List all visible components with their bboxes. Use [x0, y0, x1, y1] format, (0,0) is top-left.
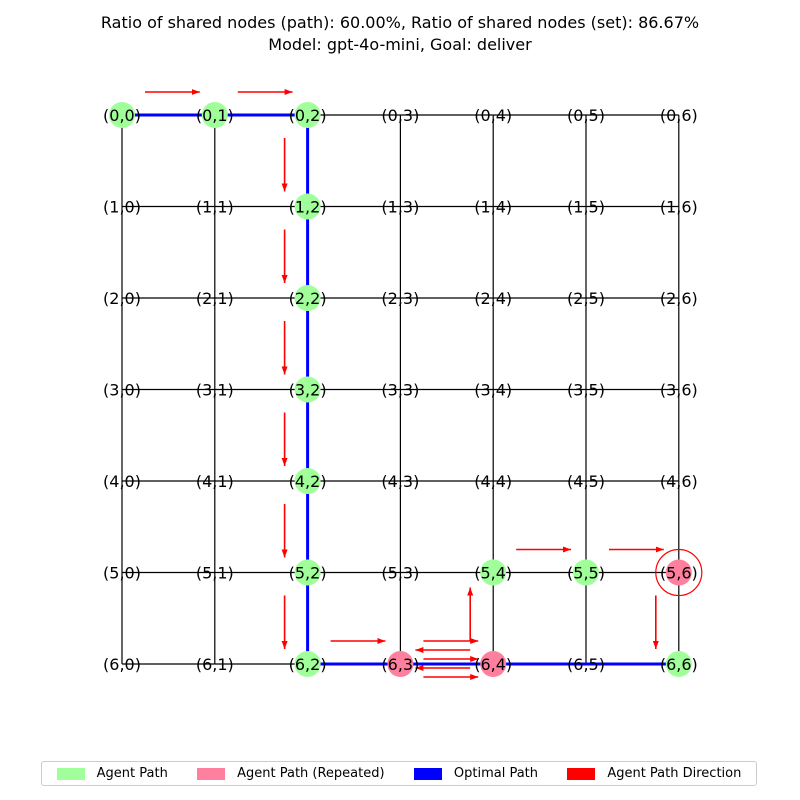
- legend-swatch-agent-repeated: [197, 767, 226, 780]
- agent-path-node: [294, 102, 321, 128]
- agent-repeated-node: [480, 651, 507, 677]
- node-label: (3,4): [474, 381, 512, 400]
- chart-title: Ratio of shared nodes (path): 60.00%, Ra…: [0, 12, 800, 56]
- node-label: (5,6): [660, 564, 698, 583]
- agent-path-node: [480, 559, 507, 586]
- node-label: (1,6): [660, 198, 698, 217]
- node-label: (4,0): [103, 472, 141, 491]
- agent-path-node: [294, 193, 321, 220]
- legend-label-optimal-path: Optimal Path: [453, 766, 539, 781]
- legend-item-optimal-path: Optimal Path: [413, 766, 539, 781]
- node-label: (4,5): [567, 472, 605, 491]
- legend-item-agent-path: Agent Path: [56, 766, 168, 781]
- node-label: (1,1): [196, 198, 234, 217]
- legend-item-direction: Agent Path Direction: [567, 766, 741, 781]
- node-label: (6,6): [660, 655, 698, 674]
- node-label: (5,5): [567, 564, 605, 583]
- agent-path-node: [294, 468, 321, 494]
- node-label: (6,1): [196, 655, 234, 674]
- agent-path-node: [294, 559, 321, 586]
- node-label: (2,6): [660, 289, 698, 308]
- node-label: (3,1): [196, 381, 234, 400]
- node-label: (0,1): [196, 106, 234, 125]
- node-label: (6,5): [567, 655, 605, 674]
- agent-repeated-node: [665, 559, 692, 586]
- node-label: (1,3): [381, 198, 419, 217]
- node-label: (0,2): [289, 106, 327, 125]
- node-label: (6,2): [289, 655, 327, 674]
- direction-arrows: [145, 89, 664, 680]
- grid-graph: (0,0) (0,1) (0,2) (0,3) (0,4) (0,5) (0,6) (1,0)…: [103, 89, 703, 680]
- legend-label-agent-repeated: Agent Path (Repeated): [237, 766, 385, 781]
- node-label: (2,5): [567, 289, 605, 308]
- node-label: (4,2): [289, 472, 327, 491]
- node-label: (2,1): [196, 289, 234, 308]
- node-label: (5,3): [381, 564, 419, 583]
- agent-path-node: [573, 559, 599, 586]
- grid-nodes: [109, 102, 703, 677]
- node-label: (1,2): [289, 198, 327, 217]
- agent-path-node: [294, 285, 321, 311]
- legend-swatch-optimal-path: [413, 767, 442, 780]
- node-label: (2,4): [474, 289, 512, 308]
- node-label: (4,4): [474, 472, 512, 491]
- node-label: (2,0): [103, 289, 141, 308]
- agent-path-node: [294, 376, 321, 403]
- node-label: (2,2): [289, 289, 327, 308]
- node-label: (0,6): [660, 106, 698, 125]
- node-label: (4,6): [660, 472, 698, 491]
- title-line-ratios: Ratio of shared nodes (path): 60.00%, Ra…: [100, 13, 700, 32]
- node-label: (0,0): [103, 106, 141, 125]
- node-label: (1,5): [567, 198, 605, 217]
- legend-label-direction: Agent Path Direction: [607, 766, 742, 781]
- agent-path-node: [109, 102, 135, 128]
- agent-path-node: [665, 651, 692, 677]
- node-label: (6,4): [474, 655, 512, 674]
- agent-repeated-node: [387, 651, 414, 677]
- node-label: (5,2): [289, 564, 327, 583]
- node-label: (0,5): [567, 106, 605, 125]
- node-label: (1,0): [103, 198, 141, 217]
- legend-item-agent-repeated: Agent Path (Repeated): [197, 766, 385, 781]
- node-label: (6,0): [103, 655, 141, 674]
- node-label: (2,3): [381, 289, 419, 308]
- legend: Agent Path Agent Path (Repeated) Optimal…: [41, 761, 757, 786]
- agent-path-node: [201, 102, 228, 128]
- legend-swatch-direction: [567, 767, 596, 780]
- node-label: (1,4): [474, 198, 512, 217]
- node-label: (4,3): [381, 472, 419, 491]
- node-label: (5,0): [103, 564, 141, 583]
- node-label: (4,1): [196, 472, 234, 491]
- node-label: (0,3): [381, 106, 419, 125]
- node-label: (3,0): [103, 381, 141, 400]
- title-line-model: Model: gpt-4o-mini, Goal: deliver: [268, 35, 532, 54]
- goal-marker: [655, 548, 703, 597]
- node-label: (3,5): [567, 381, 605, 400]
- node-label: (6,3): [381, 655, 419, 674]
- legend-label-agent-path: Agent Path: [96, 766, 168, 781]
- node-label: (3,6): [660, 381, 698, 400]
- node-label: (5,4): [474, 564, 512, 583]
- node-label: (3,3): [381, 381, 419, 400]
- optimal-path-lines: [122, 113, 679, 666]
- node-label: (0,4): [474, 106, 512, 125]
- legend-swatch-agent-path: [56, 767, 85, 780]
- agent-path-node: [294, 651, 321, 677]
- node-label: (3,2): [289, 381, 327, 400]
- node-labels: (0,0) (0,1) (0,2) (0,3) (0,4) (0,5) (0,6) (1,0)…: [103, 106, 698, 674]
- node-label: (5,1): [196, 564, 234, 583]
